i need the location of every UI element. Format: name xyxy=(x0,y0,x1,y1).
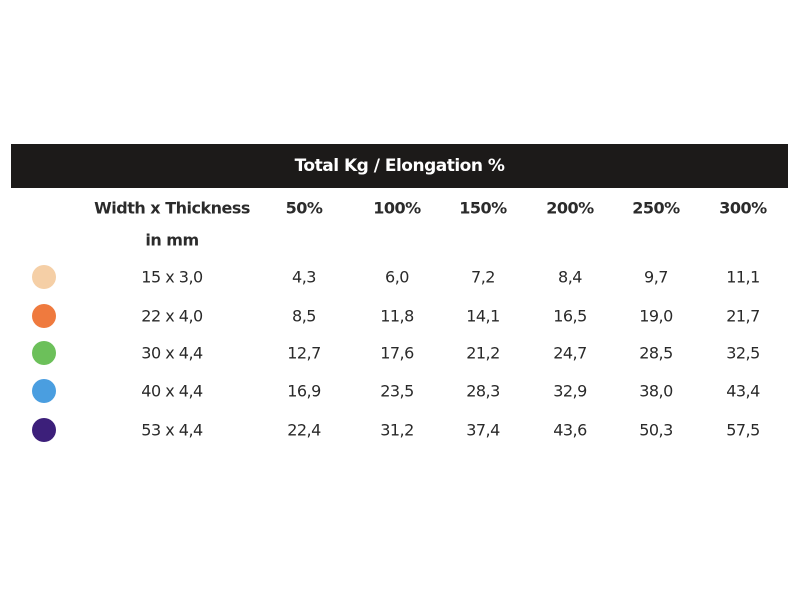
table-title: Total Kg / Elongation % xyxy=(294,156,505,176)
column-header-size: Width x Thickness xyxy=(94,198,250,218)
table-cell-value: 17,6 xyxy=(380,343,414,363)
table-cell-value: 22,4 xyxy=(287,420,321,440)
table-cell-value: 7,2 xyxy=(471,267,495,287)
color-swatch-icon xyxy=(32,265,56,289)
table-cell-value: 38,0 xyxy=(639,381,673,401)
row-size-label: 53 x 4,4 xyxy=(141,420,203,440)
table-cell-value: 28,3 xyxy=(466,381,500,401)
table-cell-value: 11,1 xyxy=(726,267,760,287)
table-title-bar: Total Kg / Elongation % xyxy=(11,144,788,188)
column-header-elongation: 250% xyxy=(632,198,680,218)
table-cell-value: 32,5 xyxy=(726,343,760,363)
table-cell-value: 11,8 xyxy=(380,306,414,326)
color-swatch-icon xyxy=(32,379,56,403)
table-cell-value: 32,9 xyxy=(553,381,587,401)
table-cell-value: 19,0 xyxy=(639,306,673,326)
column-header-size-unit: in mm xyxy=(145,230,199,250)
table-cell-value: 14,1 xyxy=(466,306,500,326)
table-cell-value: 28,5 xyxy=(639,343,673,363)
row-size-label: 15 x 3,0 xyxy=(141,267,203,287)
table-cell-value: 8,4 xyxy=(558,267,582,287)
row-size-label: 40 x 4,4 xyxy=(141,381,203,401)
table-cell-value: 21,7 xyxy=(726,306,760,326)
table-cell-value: 57,5 xyxy=(726,420,760,440)
table-cell-value: 9,7 xyxy=(644,267,668,287)
table-cell-value: 31,2 xyxy=(380,420,414,440)
row-size-label: 22 x 4,0 xyxy=(141,306,203,326)
color-swatch-icon xyxy=(32,304,56,328)
table-cell-value: 16,9 xyxy=(287,381,321,401)
table-cell-value: 21,2 xyxy=(466,343,500,363)
table-cell-value: 23,5 xyxy=(380,381,414,401)
row-size-label: 30 x 4,4 xyxy=(141,343,203,363)
table-cell-value: 4,3 xyxy=(292,267,316,287)
table-cell-value: 43,4 xyxy=(726,381,760,401)
table-cell-value: 37,4 xyxy=(466,420,500,440)
column-header-elongation: 300% xyxy=(719,198,767,218)
column-header-elongation: 50% xyxy=(285,198,323,218)
column-header-elongation: 200% xyxy=(546,198,594,218)
table-cell-value: 50,3 xyxy=(639,420,673,440)
table-cell-value: 12,7 xyxy=(287,343,321,363)
table-cell-value: 16,5 xyxy=(553,306,587,326)
table-cell-value: 6,0 xyxy=(385,267,409,287)
color-swatch-icon xyxy=(32,418,56,442)
column-header-elongation: 150% xyxy=(459,198,507,218)
table-cell-value: 43,6 xyxy=(553,420,587,440)
column-header-elongation: 100% xyxy=(373,198,421,218)
color-swatch-icon xyxy=(32,341,56,365)
table-cell-value: 8,5 xyxy=(292,306,316,326)
table-cell-value: 24,7 xyxy=(553,343,587,363)
